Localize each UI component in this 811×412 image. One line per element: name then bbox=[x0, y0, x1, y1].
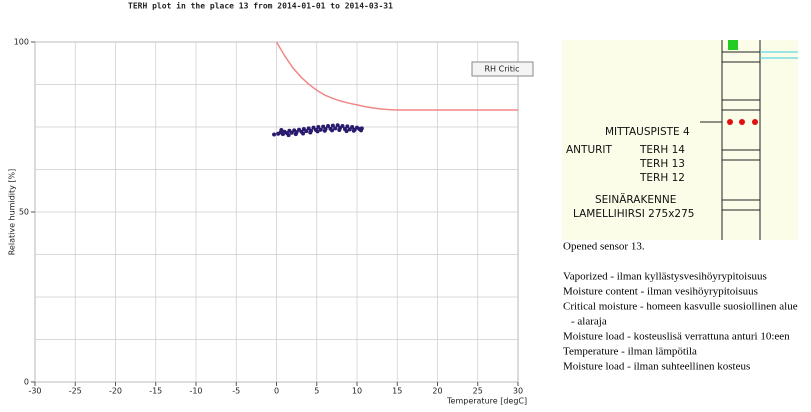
status-text: Opened sensor 13. bbox=[563, 241, 645, 253]
x-tick-label: 25 bbox=[473, 387, 483, 396]
data-point bbox=[333, 126, 338, 131]
info-line: Temperature - ilman lämpötila bbox=[563, 346, 697, 358]
y-tick-label: 100 bbox=[14, 38, 29, 47]
x-tick-label: 0 bbox=[274, 387, 279, 396]
x-tick-label: -25 bbox=[69, 387, 82, 396]
legend-box bbox=[471, 61, 534, 77]
roof-line bbox=[760, 51, 798, 59]
data-point bbox=[322, 128, 327, 133]
data-point bbox=[350, 125, 355, 129]
diagram-label: ANTURIT bbox=[566, 144, 613, 156]
data-point bbox=[340, 123, 345, 128]
x-tick-label: -30 bbox=[28, 387, 41, 396]
log-joints bbox=[722, 51, 760, 211]
data-point bbox=[330, 128, 335, 133]
data-point bbox=[293, 132, 298, 137]
data-point bbox=[345, 124, 350, 129]
data-point bbox=[335, 123, 340, 128]
x-tick-label: 10 bbox=[352, 387, 362, 396]
sensor-dot bbox=[752, 119, 758, 125]
diagram-label: TERH 13 bbox=[639, 158, 685, 170]
data-point bbox=[318, 127, 323, 132]
info-line: Moisture content - ilman vesihöyrypitois… bbox=[563, 286, 758, 298]
diagram-label: TERH 12 bbox=[639, 172, 685, 184]
data-point bbox=[326, 123, 331, 128]
x-axis-label: Temperature [degC] bbox=[446, 397, 527, 406]
x-tick-label: 5 bbox=[314, 387, 319, 396]
data-point bbox=[344, 129, 349, 134]
info-line: Critical moisture - homeen kasvulle suos… bbox=[563, 301, 798, 313]
data-point bbox=[304, 129, 309, 134]
data-point bbox=[337, 128, 342, 133]
info-line: - alaraja bbox=[571, 316, 607, 328]
diagram-label: SEINÄRAKENNE bbox=[595, 193, 676, 206]
diagram-label: MITTAUSPISTE 4 bbox=[605, 126, 690, 138]
info-line: Moisture load - kosteuslisä verrattuna a… bbox=[563, 331, 790, 343]
wall-diagram: MITTAUSPISTE 4 ANTURIT TERH 14 TERH 13 T… bbox=[562, 40, 798, 240]
data-point bbox=[315, 129, 320, 134]
legend-entry: RH Critic bbox=[485, 65, 520, 74]
x-tick-label: -5 bbox=[232, 387, 240, 396]
sensor-dot bbox=[727, 119, 733, 125]
data-point bbox=[351, 128, 356, 133]
x-tick-label: -15 bbox=[149, 387, 162, 396]
data-point bbox=[359, 128, 364, 133]
data-point bbox=[308, 130, 313, 135]
diagram-background bbox=[562, 40, 798, 240]
sensor-marker bbox=[728, 40, 738, 50]
y-axis-label: Relative humidity [%] bbox=[8, 169, 17, 256]
data-point bbox=[279, 128, 284, 133]
x-tick-label: 15 bbox=[392, 387, 402, 396]
diagram-label: TERH 14 bbox=[639, 144, 685, 156]
critical-line bbox=[275, 41, 518, 111]
info-panel: Opened sensor 13. Vaporized - ilman kyll… bbox=[563, 241, 798, 373]
info-line: Vaporized - ilman kyllästysvesihöyrypito… bbox=[563, 271, 767, 283]
y-tick-label: 0 bbox=[24, 378, 29, 387]
info-line: Moisture load - ilman suhteellinen koste… bbox=[563, 361, 750, 373]
diagram-label: LAMELLIHIRSI 275x275 bbox=[573, 208, 694, 220]
x-tick-label: -20 bbox=[109, 387, 122, 396]
data-point bbox=[301, 131, 306, 136]
x-tick-label: 20 bbox=[432, 387, 442, 396]
data-point bbox=[316, 125, 321, 129]
sensor-dot bbox=[739, 119, 745, 125]
data-point bbox=[330, 123, 335, 128]
x-tick-label: 30 bbox=[513, 387, 523, 396]
y-tick-label: 50 bbox=[19, 208, 29, 217]
x-tick-label: -10 bbox=[189, 387, 202, 396]
data-point bbox=[272, 132, 277, 137]
chart-title: TERH plot in the place 13 from 2014-01-0… bbox=[128, 1, 393, 11]
data-point bbox=[286, 133, 291, 138]
